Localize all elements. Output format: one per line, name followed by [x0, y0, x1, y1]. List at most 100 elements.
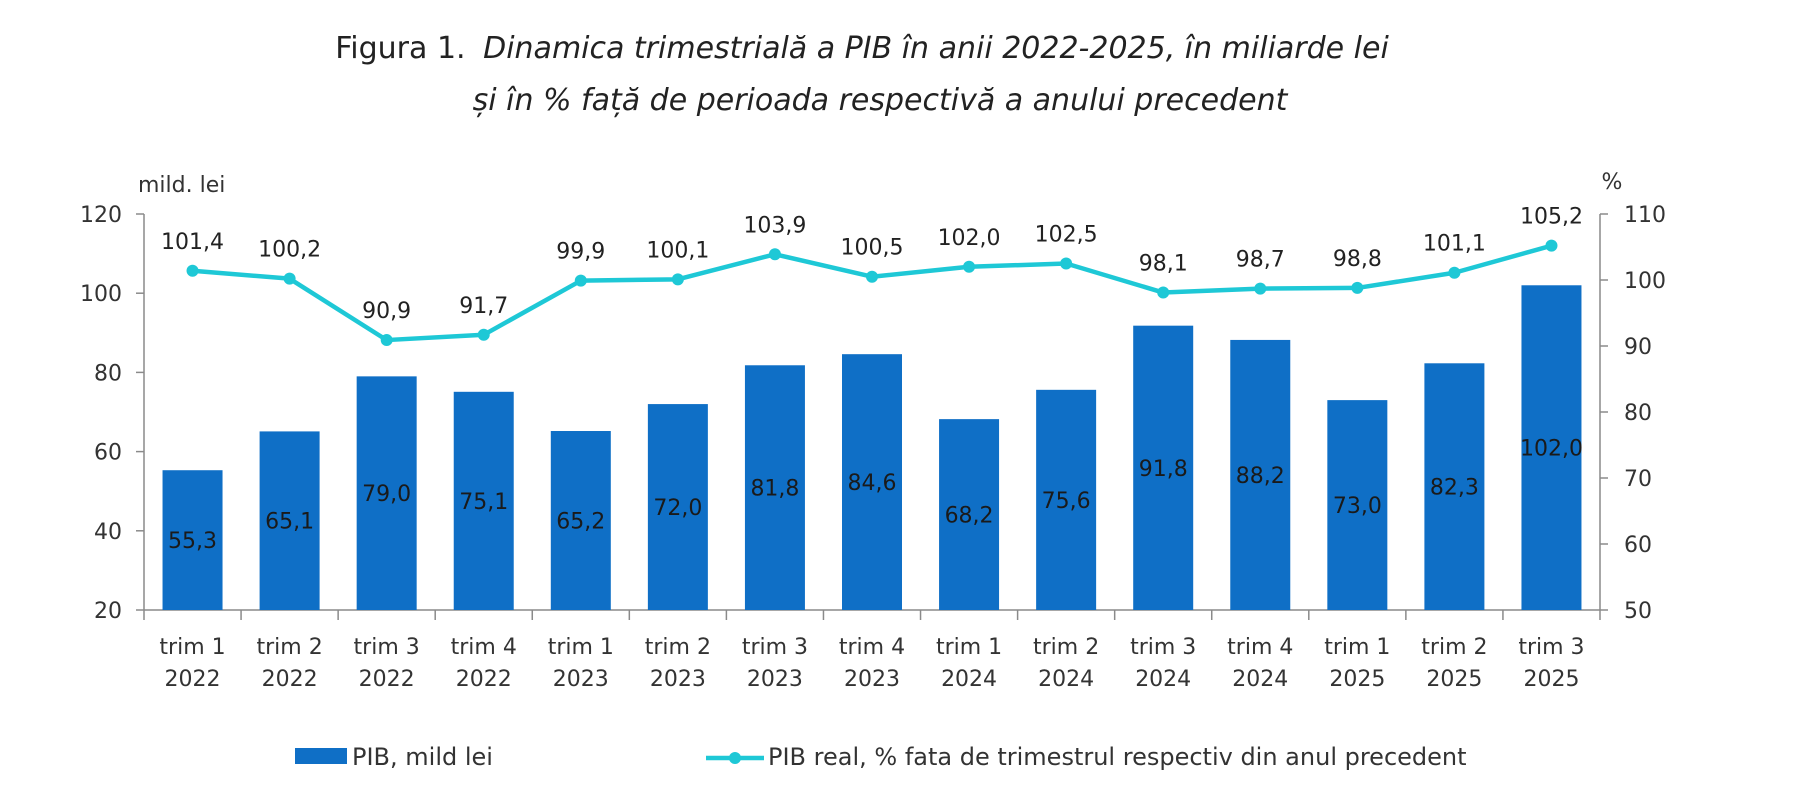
bar-value-label: 75,1: [459, 490, 508, 515]
bar: [453, 391, 514, 610]
line-layer: 101,4 100,2 90,9 91,7 99,9 100,1 103,9 100,5 102…: [161, 205, 1583, 347]
bar: [1036, 389, 1097, 610]
x-tick-label-quarter: trim 1: [1324, 635, 1390, 660]
legend-line-label: PIB real, % fata de trimestrul respectiv…: [768, 743, 1467, 771]
x-tick-label-quarter: trim 3: [354, 635, 420, 660]
x-tick-label-quarter: trim 2: [645, 635, 711, 660]
bar: [647, 404, 708, 610]
line-value-label: 98,1: [1139, 252, 1188, 277]
x-tick-label-quarter: trim 4: [1227, 635, 1293, 660]
x-tick-label-quarter: trim 3: [1130, 635, 1196, 660]
bar-value-label: 91,8: [1139, 457, 1188, 482]
y-right-tick-label: 50: [1624, 599, 1652, 624]
line-point: [1448, 266, 1461, 279]
legend: PIB, mild lei PIB real, % fata de trimest…: [295, 743, 1467, 771]
line-value-label: 99,9: [556, 240, 605, 265]
line-point: [380, 334, 393, 347]
x-tick-label-year: 2022: [359, 667, 415, 692]
y-left-tick-label: 60: [94, 441, 122, 466]
y-left-axis-label: mild. lei: [138, 173, 225, 198]
bar-value-label: 102,0: [1520, 437, 1583, 462]
x-tick-label-year: 2023: [844, 667, 900, 692]
y-right-axis-label: %: [1602, 170, 1623, 195]
line-value-label: 101,1: [1423, 232, 1486, 257]
bar: [1521, 285, 1582, 610]
bars-layer: 55,3 65,1 79,0 75,1 65,2 72,0 81,8 84,6 68,2 75,6…: [162, 285, 1583, 610]
axes: 20 40 60 80 100 120 50 60 70 80 90 100 110 mild. lei%…: [80, 170, 1666, 692]
y-left-tick-label: 100: [80, 282, 122, 307]
bar-value-label: 81,8: [750, 477, 799, 502]
bar: [744, 365, 805, 610]
line-point: [1545, 239, 1558, 252]
y-right-tick-label: 70: [1624, 467, 1652, 492]
line-point: [477, 328, 490, 341]
line-point: [768, 248, 781, 261]
bar-value-label: 82,3: [1430, 476, 1479, 501]
chart-title-line-2: și în % față de perioada respectivă a an…: [473, 83, 1289, 118]
bar: [1230, 339, 1291, 610]
bar: [550, 431, 611, 610]
line-value-label: 90,9: [362, 299, 411, 324]
line-point: [1157, 286, 1170, 299]
line-value-label: 103,9: [743, 213, 806, 238]
chart-title-prefix: Figura 1.: [335, 31, 465, 66]
line-value-label: 100,5: [841, 236, 904, 261]
line-point: [866, 270, 878, 283]
x-tick-label-year: 2024: [1135, 667, 1191, 692]
x-tick-label-quarter: trim 4: [451, 635, 517, 660]
line-value-label: 100,1: [646, 238, 709, 263]
line-value-label: 102,5: [1035, 223, 1098, 248]
y-right-tick-label: 80: [1624, 401, 1652, 426]
x-tick-label-year: 2022: [165, 667, 221, 692]
line-value-label: 101,4: [161, 230, 224, 255]
x-tick-label-year: 2025: [1329, 667, 1385, 692]
x-tick-label-quarter: trim 4: [839, 635, 905, 660]
x-tick-label-quarter: trim 2: [1421, 635, 1487, 660]
x-tick-label-quarter: trim 3: [742, 635, 808, 660]
line-value-label: 98,7: [1236, 248, 1285, 273]
line-point: [671, 273, 684, 286]
bar: [939, 419, 1000, 610]
x-tick-label-quarter: trim 2: [1033, 635, 1099, 660]
x-tick-label-year: 2025: [1426, 667, 1482, 692]
line-point: [1351, 281, 1364, 294]
line-point: [186, 264, 199, 277]
line-point: [1060, 257, 1073, 270]
chart-title-main: Dinamica trimestrială a PIB în anii 2022…: [483, 31, 1389, 66]
y-right-tick-label: 90: [1624, 335, 1652, 360]
y-left-tick-label: 80: [94, 361, 122, 386]
bar-value-label: 68,2: [945, 504, 994, 529]
bar-value-label: 65,1: [265, 510, 314, 535]
x-tick-label-year: 2024: [1038, 667, 1094, 692]
y-left-tick-label: 120: [80, 203, 122, 228]
x-tick-label-quarter: trim 1: [548, 635, 614, 660]
y-left-tick-label: 40: [94, 520, 122, 545]
line-point: [574, 274, 587, 287]
bar: [1327, 400, 1388, 610]
bar-value-label: 55,3: [168, 529, 217, 554]
y-left-tick-label: 20: [94, 599, 122, 624]
bar-value-label: 84,6: [848, 471, 897, 496]
bar-value-label: 88,2: [1236, 464, 1285, 489]
line-value-label: 91,7: [459, 294, 508, 319]
line-point: [963, 260, 976, 273]
x-tick-label-year: 2025: [1523, 667, 1579, 692]
line-value-label: 98,8: [1333, 247, 1382, 272]
x-tick-label-quarter: trim 1: [936, 635, 1002, 660]
legend-line-marker: [729, 752, 741, 764]
bar: [1424, 363, 1485, 610]
x-tick-label-year: 2024: [1232, 667, 1288, 692]
line-value-label: 105,2: [1520, 205, 1583, 230]
y-right-tick-label: 110: [1624, 203, 1666, 228]
y-right-tick-label: 60: [1624, 533, 1652, 558]
x-tick-label-quarter: trim 3: [1518, 635, 1584, 660]
line-point: [1254, 282, 1267, 295]
x-tick-label-year: 2023: [747, 667, 803, 692]
bar-value-label: 65,2: [556, 510, 605, 535]
x-tick-label-year: 2022: [456, 667, 512, 692]
line-value-label: 100,2: [258, 238, 321, 263]
bar-value-label: 73,0: [1333, 494, 1382, 519]
x-tick-label-year: 2023: [553, 667, 609, 692]
line-value-label: 102,0: [938, 226, 1001, 251]
